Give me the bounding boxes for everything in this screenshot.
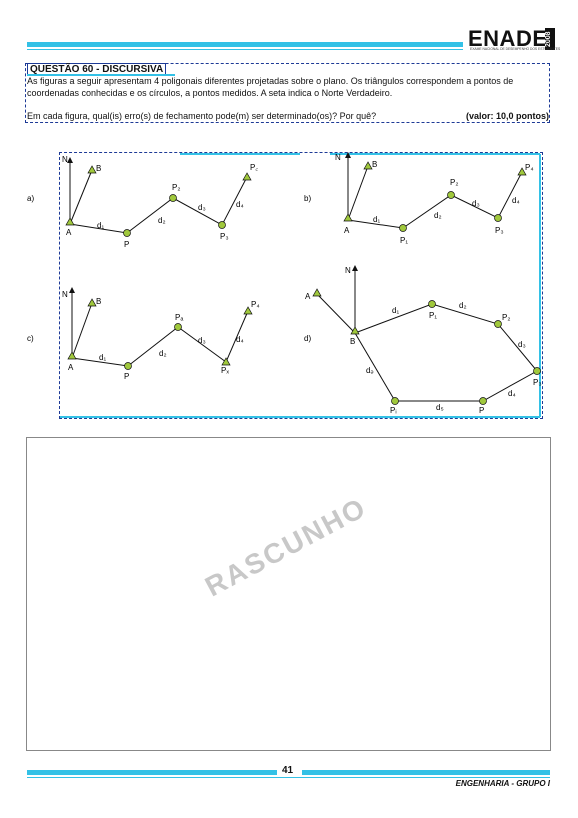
svg-text:d₁: d₁ — [373, 215, 380, 224]
circle-icon — [124, 362, 132, 370]
svg-text:d₄: d₄ — [236, 200, 244, 209]
figure-d-tag: d) — [304, 334, 311, 343]
svg-text:P₁: P₁ — [400, 236, 408, 245]
triangle-icon — [65, 217, 75, 226]
question-prompt: Em cada figura, qual(is) erro(s) de fech… — [27, 111, 377, 121]
circle-icon — [494, 320, 502, 328]
triangle-icon — [350, 326, 360, 335]
svg-text:P: P — [124, 240, 129, 249]
svg-text:A: A — [344, 226, 350, 235]
figure-a: a) N A B P P₂ P₃ P꜀ d₁ d₂ d₃ d₄ — [27, 155, 258, 249]
question-title-underline — [27, 74, 175, 76]
circle-icon — [494, 214, 502, 222]
triangle-icon — [243, 306, 253, 315]
svg-text:N: N — [335, 153, 341, 162]
page-number: 41 — [282, 765, 294, 776]
circle-icon — [123, 229, 131, 237]
svg-text:d₅: d₅ — [436, 403, 444, 412]
svg-text:d₄: d₄ — [508, 389, 516, 398]
svg-text:d₂: d₂ — [158, 216, 166, 225]
question-line-2: coordenadas conhecidas e os círculos, a … — [27, 88, 393, 98]
enade-logo: ENADE — [468, 26, 548, 51]
triangle-icon — [221, 357, 231, 366]
svg-text:B: B — [96, 164, 101, 173]
circle-icon — [447, 191, 455, 199]
circle-icon — [174, 323, 182, 331]
circle-icon — [533, 367, 541, 375]
svg-text:d₁: d₁ — [97, 221, 104, 230]
triangle-icon — [87, 165, 97, 174]
footer-bar-left — [27, 770, 277, 775]
svg-text:d₄: d₄ — [236, 335, 244, 344]
figure-a-tag: a) — [27, 194, 34, 203]
figure-b: b) N A B P₁ P₂ P₃ P₄ d₁ d₂ d₃ d₄ — [304, 152, 534, 245]
header-line — [27, 49, 463, 50]
figure-frame — [59, 152, 543, 419]
svg-text:d₃: d₃ — [472, 199, 480, 208]
svg-text:d₄: d₄ — [512, 196, 520, 205]
figure-d: d) N A B P₁ P₂ P₃ P Pᵢ d₁ d₂ d₃ d₄ d₅ dₔ — [304, 265, 542, 415]
svg-text:B: B — [350, 337, 355, 346]
figure-c-tag: c) — [27, 334, 34, 343]
footer-text: ENGENHARIA - GRUPO I — [455, 779, 550, 788]
triangle-icon — [87, 298, 97, 307]
svg-text:d₃: d₃ — [518, 340, 526, 349]
svg-text:P꜀: P꜀ — [250, 163, 258, 172]
triangle-icon — [517, 167, 527, 176]
triangle-icon — [67, 351, 77, 360]
svg-text:d₃: d₃ — [198, 203, 206, 212]
circle-icon — [399, 224, 407, 232]
svg-text:A: A — [68, 363, 74, 372]
circle-icon — [479, 397, 487, 405]
svg-text:N: N — [345, 266, 351, 275]
svg-text:P: P — [124, 372, 129, 381]
circle-icon — [391, 397, 399, 405]
svg-text:P₃: P₃ — [533, 378, 542, 387]
svg-text:B: B — [96, 297, 101, 306]
triangle-icon — [343, 213, 353, 222]
svg-text:d₁: d₁ — [99, 353, 106, 362]
svg-text:Pₓ: Pₓ — [221, 366, 229, 375]
question-line-1: As figuras a seguir apresentam 4 poligon… — [27, 76, 514, 86]
figure-c: c) N A B P Pₐ Pₓ P₄ d₁ d₂ d₃ d₄ — [27, 287, 260, 381]
svg-text:A: A — [305, 292, 311, 301]
triangle-icon — [242, 172, 252, 181]
triangle-icon — [363, 161, 373, 170]
svg-text:P: P — [479, 406, 484, 415]
footer-line — [27, 777, 550, 778]
svg-text:d₂: d₂ — [159, 349, 167, 358]
svg-text:Pₐ: Pₐ — [175, 313, 184, 322]
svg-text:N: N — [62, 155, 68, 164]
svg-text:B: B — [372, 160, 377, 169]
svg-text:P₂: P₂ — [450, 178, 458, 187]
circle-icon — [218, 221, 226, 229]
svg-text:P₂: P₂ — [172, 183, 180, 192]
svg-text:dₔ: dₔ — [366, 366, 373, 375]
svg-text:P₃: P₃ — [220, 232, 229, 241]
header-bar — [27, 42, 463, 47]
question-box — [25, 63, 550, 123]
svg-text:P₁: P₁ — [429, 311, 437, 320]
svg-text:P₄: P₄ — [251, 300, 260, 309]
figure-b-tag: b) — [304, 194, 311, 203]
svg-text:A: A — [66, 228, 72, 237]
svg-text:d₁: d₁ — [392, 306, 399, 315]
logo-subtitle: EXAME NACIONAL DE DESEMPENHO DOS ESTUDAN… — [470, 47, 561, 51]
circle-icon — [169, 194, 177, 202]
svg-text:P₃: P₃ — [495, 226, 504, 235]
svg-text:Pᵢ: Pᵢ — [390, 406, 397, 415]
svg-text:N: N — [62, 290, 68, 299]
svg-text:d₂: d₂ — [459, 301, 467, 310]
svg-text:d₃: d₃ — [198, 336, 206, 345]
svg-text:d₂: d₂ — [434, 211, 442, 220]
question-value: (valor: 10,0 pontos) — [465, 111, 549, 121]
draft-area[interactable] — [26, 437, 551, 751]
circle-icon — [428, 300, 436, 308]
triangle-icon — [312, 288, 322, 297]
footer-bar-right — [302, 770, 550, 775]
svg-text:P₄: P₄ — [525, 163, 534, 172]
svg-text:P₂: P₂ — [502, 313, 510, 322]
